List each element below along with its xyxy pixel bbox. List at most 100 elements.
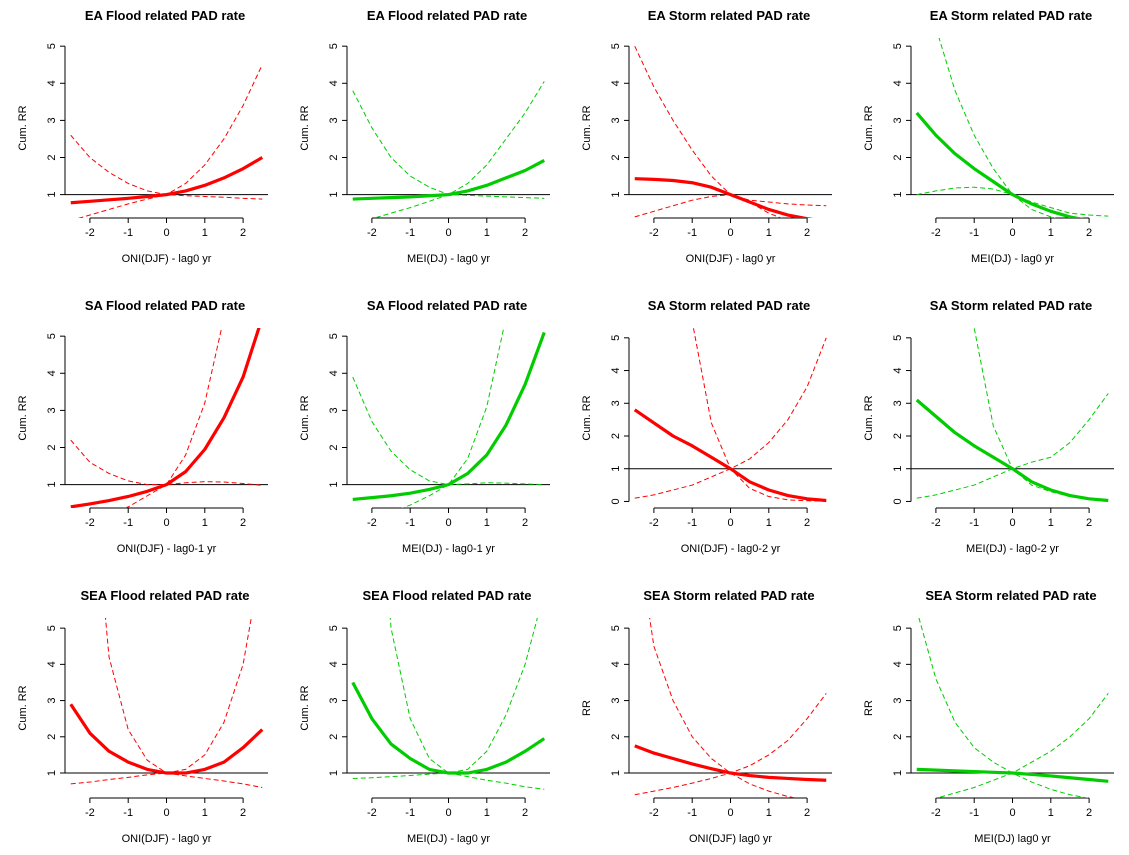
x-axis-label: MEI(DJ) - lag0-1 yr <box>402 543 495 555</box>
y-tick-label: 5 <box>892 335 904 341</box>
panel: EA Flood related PAD rate MEI(DJ) - lag0 … <box>299 8 550 265</box>
x-tick-label: 0 <box>727 227 733 239</box>
x-tick-label: 1 <box>766 227 772 239</box>
x-tick-label: -1 <box>687 227 697 239</box>
y-axis-label: Cum. RR <box>17 395 29 440</box>
y-tick-label: 2 <box>328 734 340 740</box>
x-tick-label: 0 <box>727 517 733 529</box>
x-axis-label: ONI(DJF) - lag0-2 yr <box>681 543 781 555</box>
x-axis-label: ONI(DJF) - lag0 yr <box>122 253 212 265</box>
ci-line <box>935 693 1109 798</box>
ci-line <box>634 337 827 499</box>
x-tick-label: 2 <box>804 227 810 239</box>
panel: SEA Storm related PAD rate ONI(DJF) lag0 … <box>581 588 832 845</box>
ci-line <box>634 693 827 796</box>
estimate-line <box>69 703 264 775</box>
y-tick-label: 2 <box>46 154 58 160</box>
estimate-line <box>351 681 546 775</box>
chart-title: SEA Flood related PAD rate <box>80 588 249 603</box>
plot-area <box>911 38 1114 218</box>
y-tick-label: 2 <box>46 734 58 740</box>
y-tick-label: 1 <box>610 192 622 198</box>
y-tick-label: 1 <box>328 770 340 776</box>
x-tick-label: 2 <box>804 807 810 819</box>
plot-area <box>911 618 1114 798</box>
x-tick-label: 0 <box>163 517 169 529</box>
estimate-line <box>634 177 814 218</box>
y-tick-label: 2 <box>892 154 904 160</box>
x-tick-label: 1 <box>202 227 208 239</box>
y-tick-label: 2 <box>328 444 340 450</box>
ci-line <box>634 45 827 207</box>
chart-title: EA Flood related PAD rate <box>367 8 527 23</box>
y-tick-label: 4 <box>328 661 340 667</box>
ci-line <box>389 618 538 774</box>
ci-line <box>352 376 545 486</box>
plot-area <box>629 328 832 503</box>
x-tick-label: 2 <box>522 517 528 529</box>
y-axis-label: Cum. RR <box>299 395 311 440</box>
y-tick-label: 4 <box>892 80 904 86</box>
x-tick-label: 1 <box>1048 517 1054 529</box>
plot-area <box>347 618 550 790</box>
x-tick-label: -1 <box>123 227 133 239</box>
x-axis-label: MEI(DJ) - lag0 yr <box>407 253 490 265</box>
chart-title: EA Storm related PAD rate <box>648 8 811 23</box>
ci-line <box>916 393 1109 499</box>
y-axis-label: Cum. RR <box>863 395 875 440</box>
y-tick-label: 1 <box>892 192 904 198</box>
y-axis-label: RR <box>863 700 875 716</box>
x-tick-label: 2 <box>240 227 246 239</box>
y-tick-label: 1 <box>328 192 340 198</box>
x-tick-label: 1 <box>766 517 772 529</box>
x-tick-label: -2 <box>367 227 377 239</box>
ci-line <box>352 772 545 790</box>
panel: SEA Flood related PAD rate ONI(DJF) - lag… <box>17 588 268 845</box>
x-axis-label: ONI(DJF) lag0 yr <box>689 833 772 845</box>
x-tick-label: 1 <box>1048 807 1054 819</box>
ci-line <box>77 64 263 218</box>
y-axis-label: Cum. RR <box>299 685 311 730</box>
chart-title: EA Storm related PAD rate <box>930 8 1093 23</box>
x-tick-label: 0 <box>1009 227 1015 239</box>
y-tick-label: 3 <box>892 117 904 123</box>
y-tick-label: 1 <box>46 482 58 488</box>
x-tick-label: -1 <box>405 807 415 819</box>
estimate-line <box>916 767 1109 783</box>
y-tick-label: 5 <box>610 43 622 49</box>
x-tick-label: 0 <box>1009 807 1015 819</box>
ci-line <box>70 134 263 200</box>
y-tick-label: 5 <box>46 43 58 49</box>
x-axis-label: ONI(DJF) - lag0 yr <box>686 253 776 265</box>
estimate-line <box>352 331 546 502</box>
x-tick-label: 0 <box>163 227 169 239</box>
y-tick-label: 4 <box>46 661 58 667</box>
x-tick-label: 0 <box>445 227 451 239</box>
y-tick-label: 4 <box>892 367 904 373</box>
y-tick-label: 2 <box>328 154 340 160</box>
ci-line <box>634 194 783 218</box>
plot-area <box>347 81 550 218</box>
x-tick-label: 1 <box>484 227 490 239</box>
ci-line <box>104 618 252 774</box>
y-tick-label: 3 <box>610 400 622 406</box>
y-tick-label: 0 <box>610 498 622 504</box>
y-tick-label: 2 <box>610 734 622 740</box>
y-tick-label: 5 <box>46 333 58 339</box>
x-tick-label: 2 <box>804 517 810 529</box>
estimate-line <box>915 398 1109 503</box>
x-tick-label: -1 <box>687 807 697 819</box>
y-tick-label: 5 <box>46 625 58 631</box>
y-tick-label: 5 <box>892 625 904 631</box>
y-tick-label: 1 <box>892 770 904 776</box>
plot-area <box>65 328 268 508</box>
y-tick-label: 4 <box>328 370 340 376</box>
chart-title: SA Storm related PAD rate <box>930 298 1093 313</box>
x-tick-label: 2 <box>522 227 528 239</box>
x-tick-label: 2 <box>1086 807 1092 819</box>
y-tick-label: 5 <box>610 625 622 631</box>
y-tick-label: 4 <box>46 370 58 376</box>
y-tick-label: 1 <box>46 770 58 776</box>
ci-line <box>938 38 1057 218</box>
chart-title: SA Storm related PAD rate <box>648 298 811 313</box>
